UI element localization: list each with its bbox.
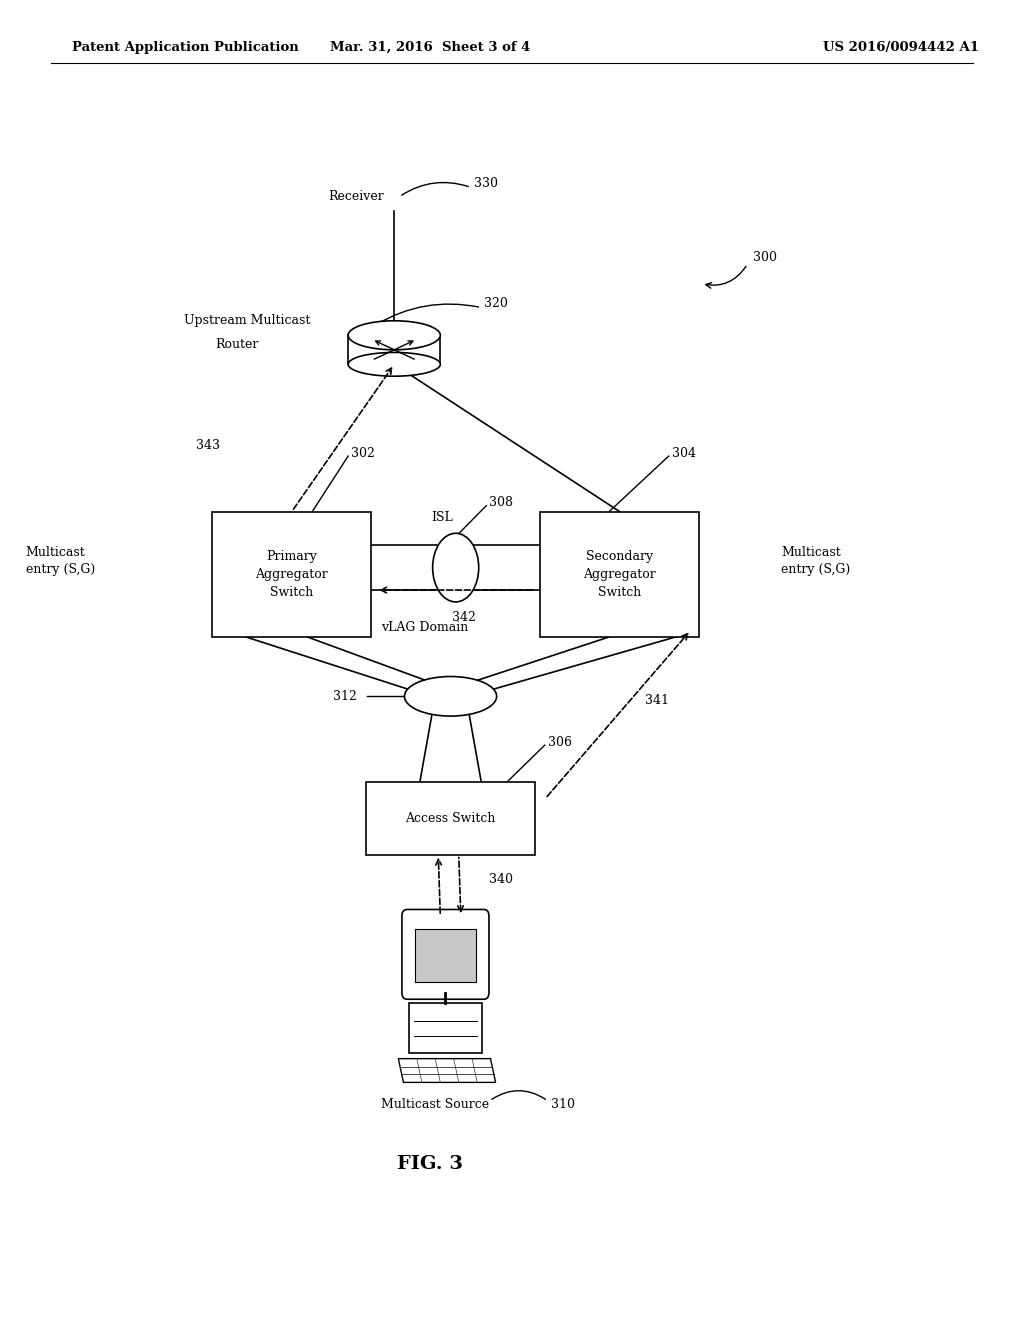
Text: Router: Router xyxy=(215,338,258,351)
Text: 306: 306 xyxy=(548,737,571,748)
FancyBboxPatch shape xyxy=(541,512,698,638)
FancyBboxPatch shape xyxy=(348,335,440,364)
Text: Receiver: Receiver xyxy=(329,190,384,203)
FancyBboxPatch shape xyxy=(416,929,475,982)
Text: 308: 308 xyxy=(489,496,513,510)
Text: 340: 340 xyxy=(489,874,513,886)
Text: Secondary
Aggregator
Switch: Secondary Aggregator Switch xyxy=(583,549,656,599)
Text: 343: 343 xyxy=(197,440,220,451)
Ellipse shape xyxy=(432,533,479,602)
FancyBboxPatch shape xyxy=(212,512,371,638)
Text: FIG. 3: FIG. 3 xyxy=(397,1155,463,1173)
FancyBboxPatch shape xyxy=(409,1003,482,1053)
Text: 300: 300 xyxy=(753,251,776,264)
Text: Multicast
entry (S,G): Multicast entry (S,G) xyxy=(781,546,851,576)
Ellipse shape xyxy=(348,321,440,350)
Text: Mar. 31, 2016  Sheet 3 of 4: Mar. 31, 2016 Sheet 3 of 4 xyxy=(330,41,530,54)
FancyBboxPatch shape xyxy=(367,781,535,855)
Text: ISL: ISL xyxy=(431,511,453,524)
FancyBboxPatch shape xyxy=(401,909,489,999)
Text: 310: 310 xyxy=(551,1098,574,1111)
Text: 304: 304 xyxy=(672,447,695,459)
Text: 320: 320 xyxy=(484,297,508,310)
Text: 342: 342 xyxy=(452,611,476,624)
Text: 341: 341 xyxy=(645,694,669,706)
Text: US 2016/0094442 A1: US 2016/0094442 A1 xyxy=(823,41,979,54)
Text: Upstream Multicast: Upstream Multicast xyxy=(184,314,310,327)
Text: Patent Application Publication: Patent Application Publication xyxy=(72,41,298,54)
Ellipse shape xyxy=(404,676,497,715)
Text: vLAG Domain: vLAG Domain xyxy=(381,622,469,634)
Text: 312: 312 xyxy=(333,690,356,702)
Text: 302: 302 xyxy=(351,447,375,459)
Text: Multicast Source: Multicast Source xyxy=(381,1098,489,1111)
Polygon shape xyxy=(398,1059,496,1082)
Ellipse shape xyxy=(348,352,440,376)
Text: Primary
Aggregator
Switch: Primary Aggregator Switch xyxy=(255,549,329,599)
Text: Access Switch: Access Switch xyxy=(406,812,496,825)
Text: 330: 330 xyxy=(474,177,498,190)
Text: Multicast
entry (S,G): Multicast entry (S,G) xyxy=(26,546,95,576)
